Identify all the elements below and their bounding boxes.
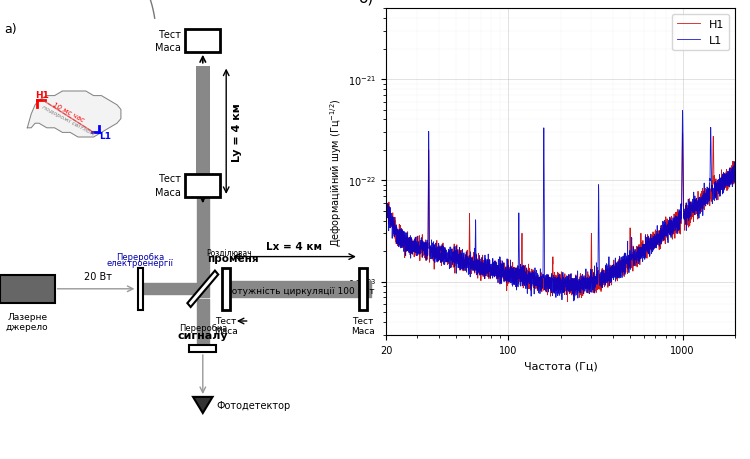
H1 (724, 178, 733, 183)
Text: L1: L1 (100, 132, 112, 140)
Text: H1: H1 (35, 90, 49, 99)
L1 (530, 277, 539, 283)
Y-axis label: Деформаційний шум (Гц$^{-1/2}$): Деформаційний шум (Гц$^{-1/2}$) (328, 98, 343, 246)
Text: Тест: Тест (352, 317, 374, 326)
Text: Лазерне
джерело: Лазерне джерело (6, 312, 49, 331)
Bar (222, 269, 230, 310)
Text: Потужність циркуляції 100 кВт: Потужність циркуляції 100 кВт (226, 286, 375, 295)
Bar (185, 30, 220, 53)
Text: а): а) (4, 23, 16, 36)
L1 (422, 247, 430, 252)
L1 (442, 252, 452, 257)
Text: Розділювач: Розділювач (207, 248, 253, 257)
H1 (442, 251, 452, 257)
Text: Маса: Маса (351, 326, 374, 335)
Bar (185, 174, 220, 197)
Bar (138, 269, 142, 310)
H1 (678, 131, 687, 136)
Text: Lx = 4 км: Lx = 4 км (266, 241, 322, 252)
Polygon shape (193, 397, 212, 413)
Polygon shape (27, 92, 121, 138)
L1 (730, 166, 740, 172)
H1 (515, 280, 524, 285)
Legend: H1, L1: H1, L1 (672, 15, 730, 51)
Bar (189, 345, 217, 353)
L1 (686, 214, 695, 220)
L1 (382, 198, 391, 204)
Text: Маса: Маса (155, 188, 182, 198)
Text: сигналу: сигналу (178, 330, 228, 341)
Text: Переробка: Переробка (116, 252, 164, 262)
X-axis label: Частота (Гц): Частота (Гц) (524, 360, 598, 370)
Bar (196, 67, 209, 197)
H1 (686, 204, 695, 209)
H1 (530, 281, 539, 286)
Text: Ly = 4 км: Ly = 4 км (232, 103, 242, 161)
Text: променя: променя (207, 254, 258, 264)
H1 (730, 162, 740, 168)
Text: 10 мс час: 10 мс час (52, 101, 85, 123)
H1 (422, 249, 430, 255)
Text: електроенергії: електроенергії (107, 258, 174, 268)
Line: L1: L1 (386, 112, 735, 301)
Bar (358, 269, 367, 310)
Bar (0, 275, 55, 303)
Polygon shape (188, 271, 218, 308)
Text: Тест: Тест (215, 317, 237, 326)
Text: Маса: Маса (214, 326, 238, 335)
L1 (569, 298, 578, 304)
Line: H1: H1 (386, 134, 735, 302)
Text: Тест: Тест (158, 29, 182, 39)
Text: Тест: Тест (158, 174, 182, 184)
L1 (724, 175, 733, 181)
Text: Переробка: Переробка (178, 324, 227, 333)
Text: Маса: Маса (155, 43, 182, 53)
H1 (563, 299, 572, 305)
Text: Фотодетектор: Фотодетектор (217, 400, 291, 410)
Text: б): б) (358, 0, 374, 6)
Text: подорожі світлом: подорожі світлом (41, 105, 95, 137)
L1 (515, 273, 524, 278)
L1 (678, 109, 687, 114)
Text: 20 Вт: 20 Вт (83, 271, 112, 281)
H1 (382, 196, 391, 202)
